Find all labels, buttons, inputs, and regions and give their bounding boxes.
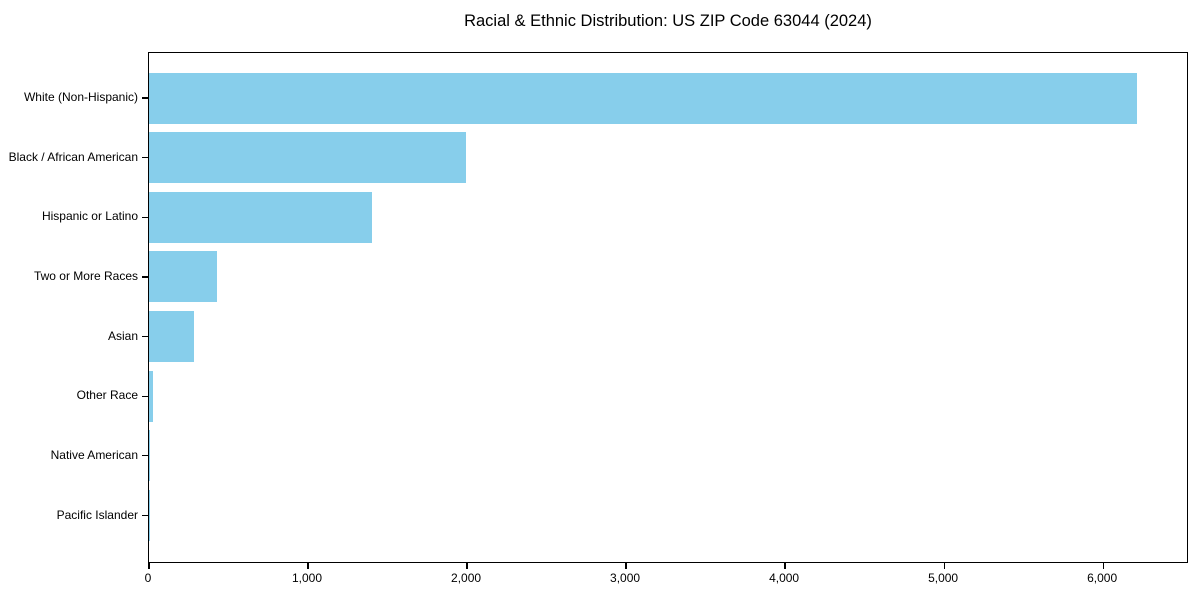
- x-axis-tick: [307, 563, 309, 569]
- y-axis-label: Native American: [50, 447, 138, 462]
- x-axis-tick-label: 2,000: [451, 571, 482, 585]
- x-axis-tick: [943, 563, 945, 569]
- bar-other-race: [149, 370, 153, 422]
- y-axis-label: Pacific Islander: [56, 507, 138, 522]
- y-axis-tick: [142, 157, 148, 159]
- x-axis-tick: [1102, 563, 1104, 569]
- plot-area: [142, 52, 1188, 569]
- y-axis-tick: [142, 276, 148, 278]
- x-axis-tick: [466, 563, 468, 569]
- bar-native-american: [149, 430, 151, 482]
- x-axis-tick: [625, 563, 627, 569]
- bar-asian: [149, 311, 194, 363]
- x-axis-tick: [784, 563, 786, 569]
- y-axis-label: White (Non-Hispanic): [23, 90, 138, 104]
- y-axis-label: Black / African American: [8, 149, 138, 164]
- bar-white-non-hispanic: [149, 72, 1137, 124]
- y-axis-tick: [142, 395, 148, 397]
- x-axis-tick-label: 0: [144, 571, 152, 585]
- x-axis-tick-label: 1,000: [292, 571, 323, 585]
- y-axis-label: Two or More Races: [33, 268, 138, 283]
- y-axis-tick: [142, 514, 148, 517]
- x-axis-tick: [148, 563, 150, 569]
- bar-two-or-more-races: [149, 251, 217, 303]
- bar-hispanic-or-latino: [149, 191, 372, 243]
- y-axis-tick: [142, 336, 148, 338]
- x-axis-tick-label: 4,000: [769, 571, 800, 585]
- y-axis-tick: [142, 216, 148, 218]
- x-axis-tick-label: 6,000: [1087, 571, 1118, 585]
- chart-title: Racial & Ethnic Distribution: US ZIP Cod…: [464, 12, 872, 30]
- y-axis-tick: [142, 455, 148, 457]
- y-axis-label: Asian: [107, 328, 138, 343]
- y-axis-label: Hispanic or Latino: [41, 209, 138, 224]
- x-axis-tick-label: 5,000: [928, 571, 959, 585]
- x-axis-tick-label: 3,000: [610, 571, 641, 585]
- bar-black-african-american: [149, 132, 467, 184]
- y-axis-label: Other Race: [76, 388, 138, 403]
- y-axis-tick: [142, 97, 148, 99]
